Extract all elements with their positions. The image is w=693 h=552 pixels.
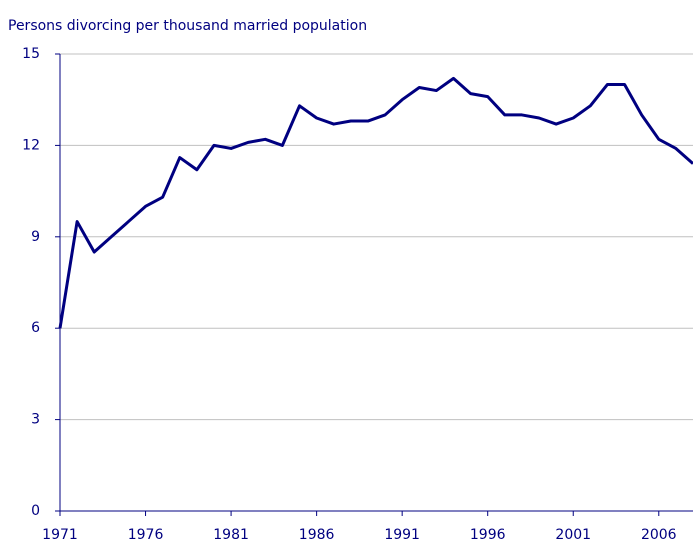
y-tick-label: 6: [31, 320, 40, 336]
x-tick-label: 1981: [213, 527, 249, 543]
y-tick-label: 9: [31, 229, 40, 245]
y-tick-label: 12: [22, 137, 40, 153]
x-tick-label: 1986: [299, 527, 335, 543]
y-tick-label: 15: [22, 46, 40, 62]
data-line: [58, 76, 693, 329]
x-tick-label: 2006: [641, 527, 677, 543]
y-tick-label: 0: [31, 503, 40, 519]
x-tick-label: 2001: [555, 527, 591, 543]
x-tick-label: 1991: [384, 527, 420, 543]
x-tick-label: 1971: [42, 527, 78, 543]
x-tick-label: 1996: [470, 527, 506, 543]
chart-title: Persons divorcing per thousand married p…: [8, 18, 367, 34]
x-tick-label: 1976: [128, 527, 164, 543]
y-tick-label: 3: [31, 412, 40, 428]
